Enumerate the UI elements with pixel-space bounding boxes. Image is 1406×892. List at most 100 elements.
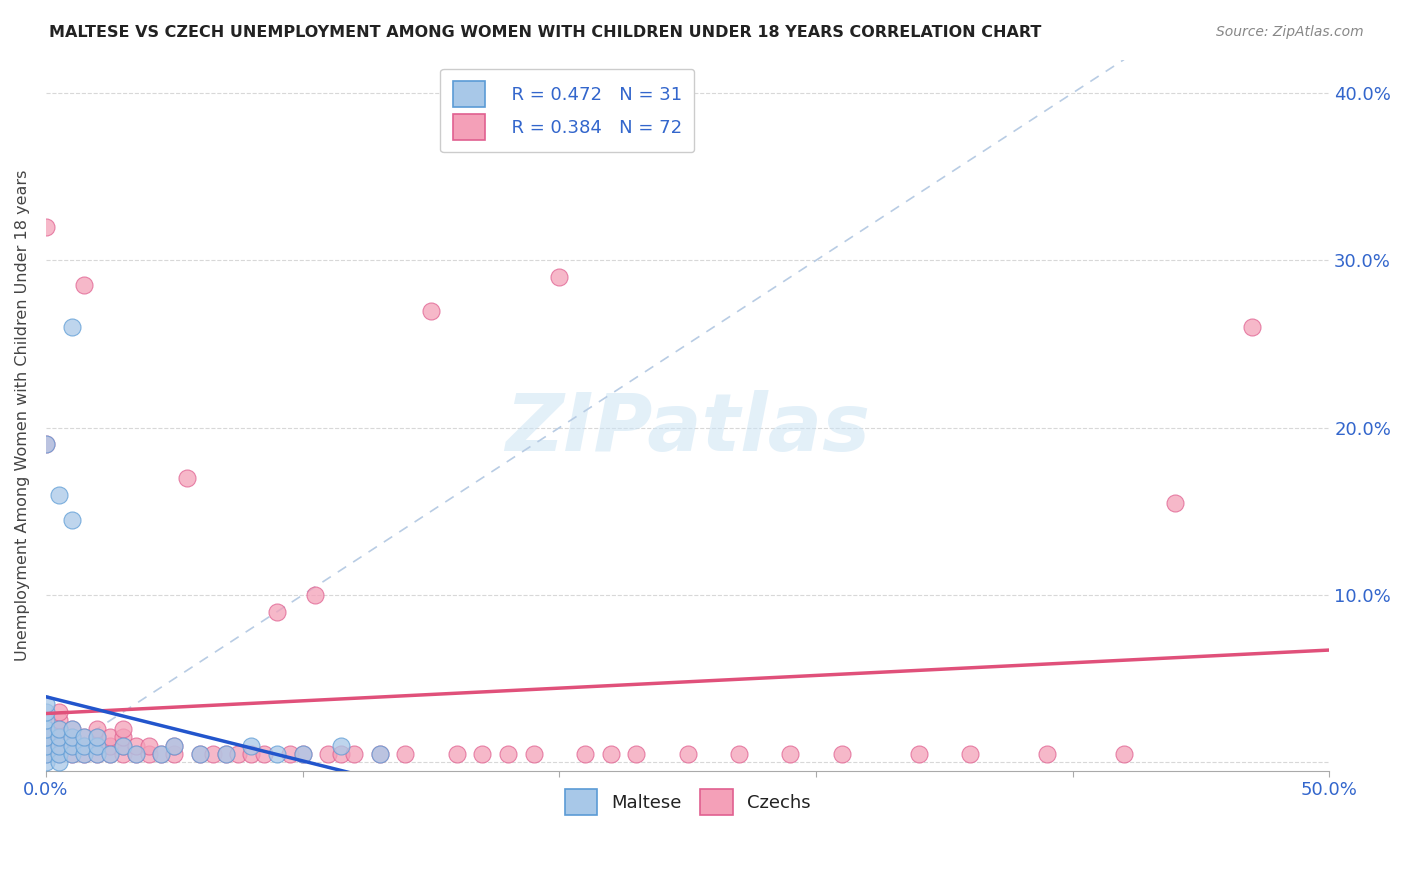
Point (60, 722, 83, 736)
Point (779, 747, 801, 761)
Point (188, 747, 211, 761)
Point (330, 747, 353, 761)
Point (420, 303, 443, 318)
Point (86, 739, 108, 753)
Point (201, 747, 224, 761)
Point (60, 747, 83, 761)
Point (35, 756, 58, 770)
Point (48, 488, 70, 502)
Point (86, 739, 108, 753)
Point (60, 730, 83, 744)
Point (73, 730, 96, 744)
Point (48, 730, 70, 744)
Point (35, 697, 58, 711)
Point (626, 747, 648, 761)
Point (240, 747, 263, 761)
Point (1164, 496, 1187, 510)
Point (35, 730, 58, 744)
Point (574, 747, 596, 761)
Point (111, 722, 134, 736)
Point (278, 747, 301, 761)
Point (214, 747, 236, 761)
Point (523, 747, 546, 761)
Point (111, 730, 134, 744)
Point (1036, 747, 1059, 761)
Point (446, 747, 468, 761)
Point (35, 722, 58, 736)
Point (48, 722, 70, 736)
Point (35, 739, 58, 753)
Point (35, 437, 58, 451)
Point (60, 747, 83, 761)
Legend: Maltese, Czechs: Maltese, Czechs (554, 779, 821, 826)
Point (60, 739, 83, 753)
Point (163, 739, 186, 753)
Point (48, 739, 70, 753)
Point (471, 747, 494, 761)
Point (86, 747, 108, 761)
Point (266, 747, 288, 761)
Point (60, 513, 83, 527)
Point (394, 747, 416, 761)
Point (150, 747, 173, 761)
Point (60, 722, 83, 736)
Point (35, 747, 58, 761)
Point (86, 747, 108, 761)
Point (35, 437, 58, 451)
Point (138, 739, 160, 753)
Point (35, 730, 58, 744)
Point (228, 747, 250, 761)
Point (48, 730, 70, 744)
Y-axis label: Unemployment Among Women with Children Under 18 years: Unemployment Among Women with Children U… (15, 169, 30, 661)
Point (98, 747, 121, 761)
Point (316, 747, 339, 761)
Point (73, 730, 96, 744)
Point (150, 747, 173, 761)
Point (48, 747, 70, 761)
Point (304, 588, 326, 602)
Point (111, 739, 134, 753)
Point (343, 747, 366, 761)
Point (35, 739, 58, 753)
Point (60, 739, 83, 753)
Text: Source: ZipAtlas.com: Source: ZipAtlas.com (1216, 25, 1364, 39)
Point (330, 739, 353, 753)
Point (35, 747, 58, 761)
Point (48, 714, 70, 728)
Point (48, 739, 70, 753)
Point (368, 747, 391, 761)
Point (35, 219, 58, 234)
Point (907, 747, 929, 761)
Point (253, 747, 276, 761)
Point (676, 747, 699, 761)
Point (599, 747, 621, 761)
Point (73, 278, 96, 293)
Point (35, 714, 58, 728)
Point (48, 705, 70, 719)
Point (163, 739, 186, 753)
Point (48, 722, 70, 736)
Point (60, 730, 83, 744)
Point (959, 747, 981, 761)
Point (291, 747, 314, 761)
Point (48, 756, 70, 770)
Point (48, 747, 70, 761)
Point (176, 471, 198, 485)
Point (496, 747, 519, 761)
Point (111, 739, 134, 753)
Point (125, 747, 148, 761)
Point (266, 605, 288, 619)
Point (214, 747, 236, 761)
Point (368, 747, 391, 761)
Point (86, 730, 108, 744)
Point (1241, 320, 1264, 334)
Point (111, 747, 134, 761)
Point (73, 747, 96, 761)
Point (188, 747, 211, 761)
Text: ZIPatlas: ZIPatlas (505, 391, 870, 468)
Point (163, 747, 186, 761)
Point (125, 739, 148, 753)
Point (73, 739, 96, 753)
Point (86, 722, 108, 736)
Point (138, 747, 160, 761)
